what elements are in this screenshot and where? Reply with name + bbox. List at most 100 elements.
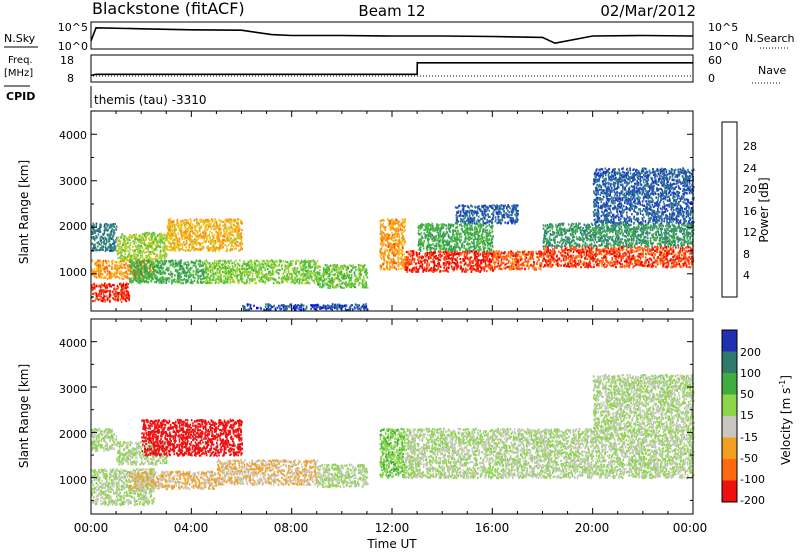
power-cell bbox=[229, 271, 231, 274]
power-cell bbox=[288, 271, 290, 274]
power-cell bbox=[201, 220, 204, 223]
power-cell bbox=[313, 260, 316, 263]
power-cell bbox=[455, 265, 458, 268]
power-cell bbox=[464, 256, 466, 259]
power-cell bbox=[165, 260, 168, 263]
power-cell bbox=[101, 262, 104, 265]
power-cell bbox=[112, 224, 115, 227]
power-cell bbox=[394, 248, 397, 251]
power-cell bbox=[189, 243, 191, 246]
power-cell bbox=[129, 272, 131, 275]
power-cell bbox=[196, 238, 199, 241]
power-cell bbox=[99, 247, 102, 250]
power-cell bbox=[446, 266, 448, 269]
power-cell bbox=[199, 269, 201, 272]
power-cell bbox=[300, 261, 302, 265]
power-cell bbox=[392, 222, 394, 225]
power-cell bbox=[261, 270, 263, 273]
power-cell bbox=[265, 264, 268, 267]
power-cell bbox=[218, 234, 221, 237]
power-cell bbox=[227, 267, 229, 270]
power-cell bbox=[226, 280, 229, 283]
power-cell bbox=[189, 227, 191, 230]
power-cell bbox=[215, 230, 217, 233]
power-cell bbox=[152, 251, 154, 254]
power-cell bbox=[137, 258, 139, 262]
power-cell bbox=[131, 264, 134, 267]
power-cell bbox=[219, 241, 222, 244]
power-cell bbox=[226, 235, 229, 238]
power-cell bbox=[442, 247, 445, 251]
power-cell bbox=[325, 267, 328, 270]
power-cell bbox=[100, 235, 103, 238]
power-cell bbox=[192, 276, 195, 279]
power-cell bbox=[120, 270, 122, 273]
power-cell bbox=[449, 237, 452, 240]
power-cell bbox=[240, 232, 242, 235]
power-cell bbox=[382, 263, 384, 266]
power-cell bbox=[362, 266, 365, 269]
power-cell bbox=[226, 231, 228, 234]
power-cell bbox=[112, 273, 114, 276]
power-cell bbox=[486, 260, 489, 263]
power-cell bbox=[490, 242, 492, 245]
power-cell bbox=[208, 278, 211, 281]
power-cell bbox=[130, 263, 132, 266]
power-cell bbox=[317, 282, 319, 285]
power-cell bbox=[233, 224, 235, 227]
power-cell bbox=[97, 294, 100, 297]
power-cell bbox=[427, 231, 430, 234]
power-cell bbox=[151, 258, 153, 261]
power-cell bbox=[432, 254, 434, 257]
power-cell bbox=[115, 238, 117, 241]
power-cell bbox=[435, 257, 437, 260]
power-cell bbox=[461, 269, 464, 272]
power-cell bbox=[389, 257, 392, 260]
power-cell bbox=[335, 286, 338, 289]
power-cell bbox=[141, 262, 143, 265]
power-cell bbox=[333, 268, 336, 271]
power-cell bbox=[117, 249, 120, 252]
power-cell bbox=[346, 265, 349, 268]
power-cell bbox=[392, 224, 394, 227]
power-cell bbox=[207, 273, 209, 276]
power-cell bbox=[139, 261, 142, 264]
power-cell bbox=[393, 246, 395, 249]
power-cell bbox=[454, 245, 456, 249]
power-cell bbox=[117, 240, 119, 243]
power-cell bbox=[286, 274, 288, 277]
power-cell bbox=[318, 273, 321, 276]
power-cell bbox=[125, 287, 128, 290]
power-cell bbox=[224, 260, 226, 263]
power-cell bbox=[426, 253, 428, 256]
power-cell bbox=[178, 271, 181, 275]
power-cell bbox=[107, 246, 110, 249]
power-cell bbox=[92, 247, 94, 250]
power-cell bbox=[130, 266, 133, 269]
power-cell bbox=[199, 259, 201, 263]
power-cell bbox=[409, 258, 411, 261]
power-cell bbox=[231, 262, 233, 265]
power-cell bbox=[180, 276, 182, 279]
power-cell bbox=[412, 251, 415, 254]
power-cell bbox=[168, 230, 170, 233]
power-cell bbox=[113, 231, 116, 234]
power-cell bbox=[434, 257, 436, 260]
power-cell bbox=[460, 232, 462, 235]
power-cell bbox=[189, 218, 192, 221]
power-cell bbox=[215, 227, 217, 230]
power-cell bbox=[176, 243, 179, 246]
power-cell bbox=[204, 281, 206, 284]
power-cell bbox=[121, 274, 123, 277]
power-cell bbox=[104, 227, 107, 230]
power-cell bbox=[229, 231, 232, 234]
power-cell bbox=[172, 246, 175, 249]
power-cell bbox=[393, 265, 395, 268]
power-cell bbox=[117, 268, 119, 271]
power-cell bbox=[395, 262, 397, 265]
power-cell bbox=[237, 273, 239, 277]
power-cell bbox=[415, 270, 417, 273]
power-cell bbox=[449, 230, 452, 233]
power-cell bbox=[96, 263, 99, 266]
power-cell bbox=[171, 225, 174, 228]
